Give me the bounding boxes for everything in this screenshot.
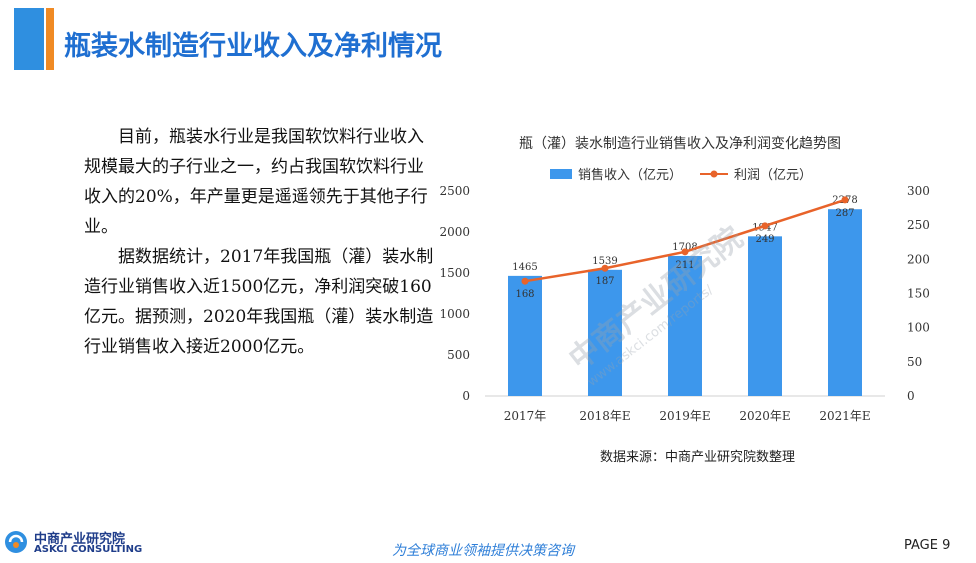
y-right-tick-label: 150 [907,287,930,301]
y-right-tick-label: 250 [907,218,930,232]
bar-data-label: 1708 [672,242,697,253]
x-tick-label: 2017年 [504,409,547,423]
profit-point [521,277,529,285]
y-left-tick-label: 2500 [439,184,470,198]
chart-title: 瓶（灌）装水制造行业销售收入及净利润变化趋势图 [519,136,841,152]
y-left-tick-label: 0 [462,389,470,403]
logo-cn: 中商产业研究院 [34,532,126,547]
profit-point [761,222,769,230]
profit-data-label: 187 [595,276,614,287]
bar [668,255,702,396]
page-title: 瓶装水制造行业收入及净利情况 [64,31,442,62]
legend-label-revenue: 销售收入（亿元） [578,167,682,183]
bar [588,269,622,396]
y-right-tick-label: 300 [907,184,930,198]
chart-svg: 销售收入（亿元） 利润（亿元） 0 500 1000 1500 2000 2500 0 50 100… [439,167,930,423]
y-left-tick-label: 1000 [439,307,470,321]
profit-data-label: 287 [835,208,854,219]
chart-source: 数据来源：中商产业研究院数整理 [600,450,796,465]
chart: 瓶（灌）装水制造行业销售收入及净利润变化趋势图 销售收入（亿元） 利润（亿元） 0 5… [430,128,930,438]
bar-data-label: 1465 [512,262,537,273]
x-tick-label: 2018年E [579,409,630,423]
y-left-tick-label: 500 [447,348,470,362]
title-accent [14,8,54,70]
x-tick-label: 2021年E [819,409,870,423]
legend-label-profit: 利润（亿元） [734,168,812,183]
company-logo: 中商产业研究院 ASKCI CONSULTING [4,528,144,558]
logo-icon [5,531,27,553]
y-right-tick-label: 100 [907,321,930,335]
title-accent-blue [14,8,44,70]
bar-data-label: 1539 [592,256,617,267]
bar [508,275,542,396]
profit-data-label: 211 [675,260,694,271]
profit-data-label: 168 [515,289,534,300]
y-right-tick-label: 50 [907,355,922,369]
legend-swatch-profit-dot [710,170,718,178]
y-right-tick-label: 200 [907,252,930,266]
logo-en: ASKCI CONSULTING [34,544,143,555]
title-accent-orange [46,8,54,70]
page-number: PAGE 9 [904,538,951,553]
paragraph-1: 目前，瓶装水行业是我国软饮料行业收入规模最大的子行业之一，约占我国软饮料行业收入… [84,127,428,237]
slogan: 为全球商业领袖提供决策咨询 [392,543,574,559]
x-tick-label: 2019年E [659,409,710,423]
bar [828,209,862,396]
profit-point [681,248,689,256]
x-tick-label: 2020年E [739,409,790,423]
y-left-tick-label: 2000 [439,225,470,239]
y-right-tick-label: 0 [907,389,915,403]
paragraph-2: 据数据统计，2017年我国瓶（灌）装水制造行业销售收入近1500亿元，净利润突破… [84,247,434,357]
profit-data-label: 249 [755,234,774,245]
profit-point [841,196,849,204]
bar [748,236,782,396]
body-text: 目前，瓶装水行业是我国软饮料行业收入规模最大的子行业之一，约占我国软饮料行业收入… [84,122,434,362]
profit-point [601,264,609,272]
legend-swatch-revenue [550,169,572,179]
y-left-tick-label: 1500 [439,266,470,280]
